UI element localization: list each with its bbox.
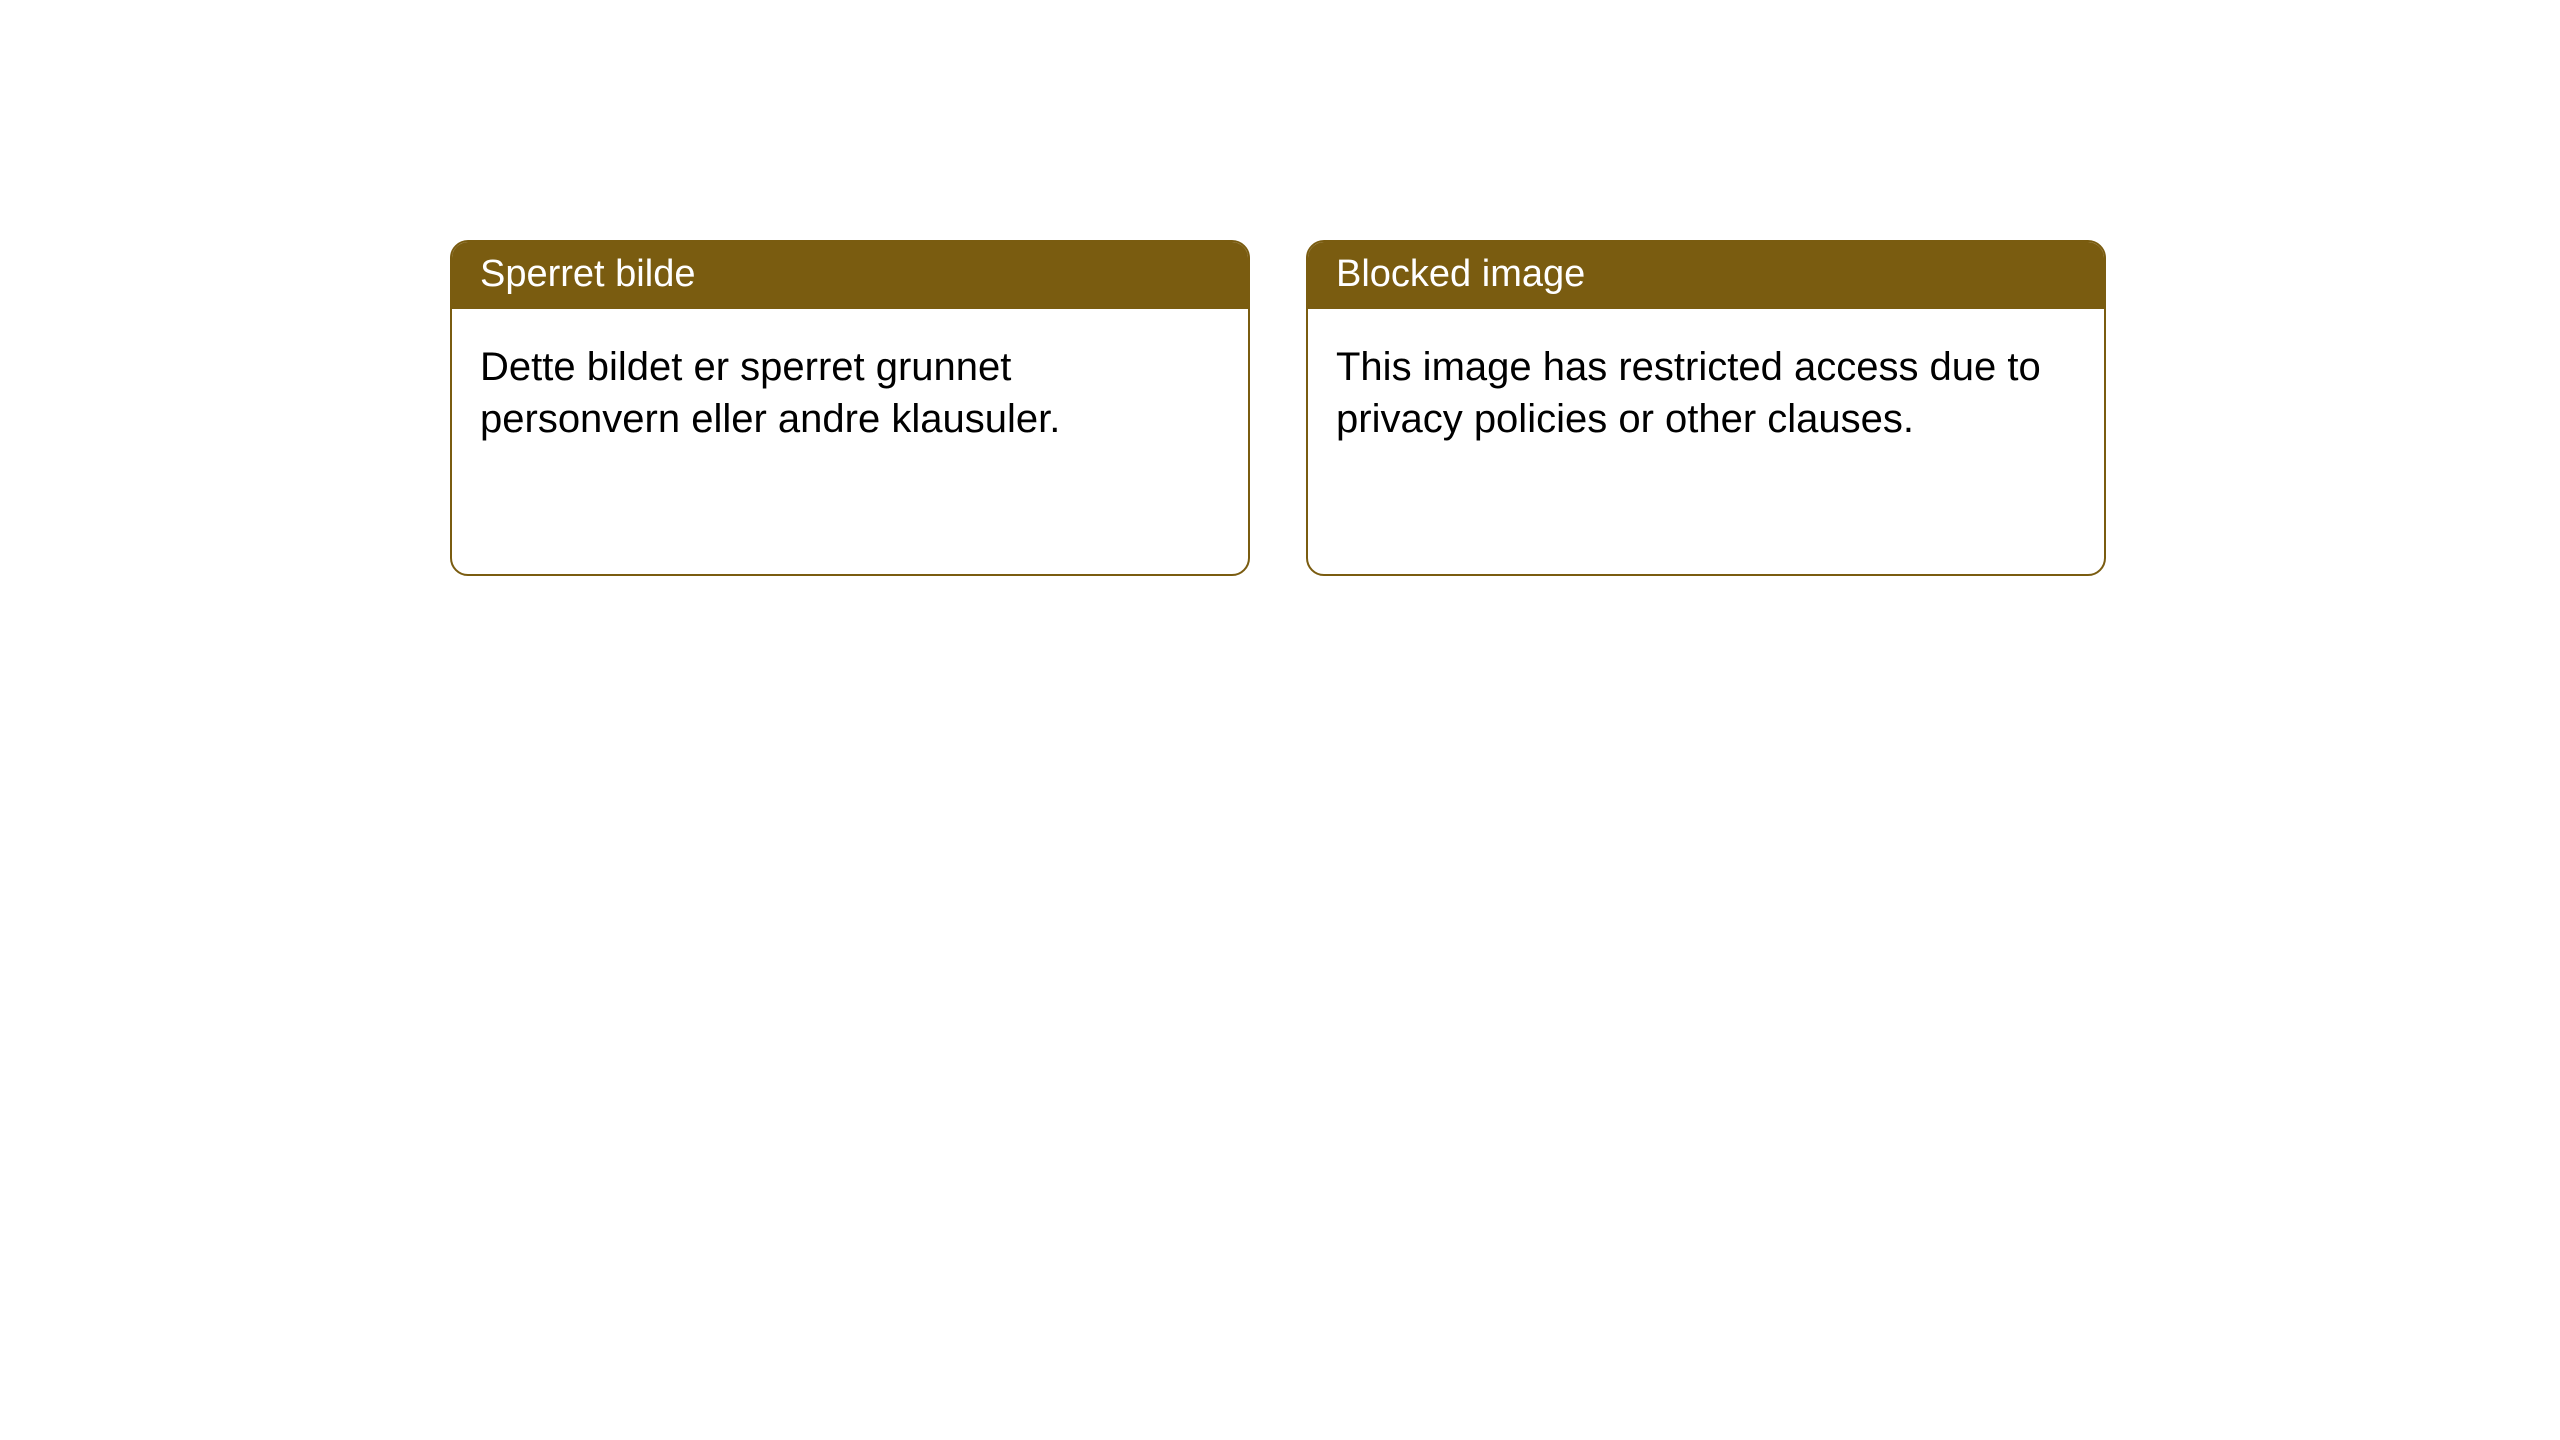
- card-body-norwegian: Dette bildet er sperret grunnet personve…: [452, 309, 1248, 477]
- card-title-norwegian: Sperret bilde: [480, 253, 695, 295]
- notice-card-english: Blocked image This image has restricted …: [1306, 240, 2106, 576]
- card-body-english: This image has restricted access due to …: [1308, 309, 2104, 477]
- notice-container: Sperret bilde Dette bildet er sperret gr…: [0, 0, 2560, 576]
- card-title-english: Blocked image: [1336, 253, 1585, 295]
- notice-card-norwegian: Sperret bilde Dette bildet er sperret gr…: [450, 240, 1250, 576]
- card-text-norwegian: Dette bildet er sperret grunnet personve…: [480, 345, 1060, 441]
- card-header-english: Blocked image: [1308, 242, 2104, 309]
- card-header-norwegian: Sperret bilde: [452, 242, 1248, 309]
- card-text-english: This image has restricted access due to …: [1336, 345, 2041, 441]
